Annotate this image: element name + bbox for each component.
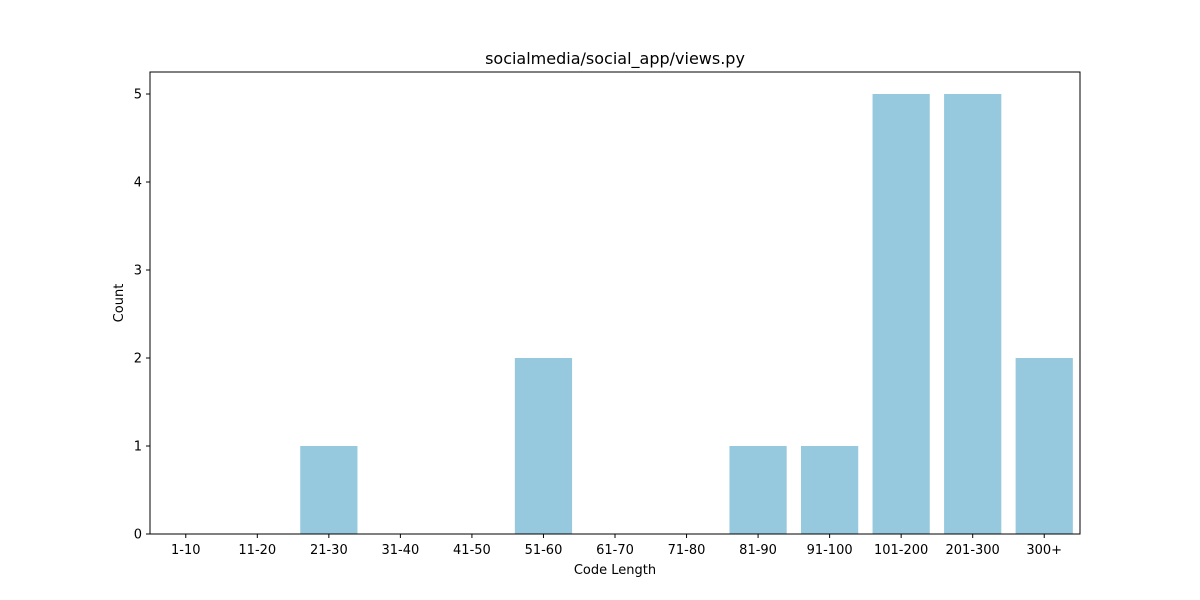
x-tick-label: 61-70 — [596, 543, 634, 558]
x-tick-label: 21-30 — [310, 543, 348, 558]
y-axis-label: Count — [112, 284, 127, 323]
x-tick-label: 11-20 — [238, 543, 276, 558]
x-axis: 1-10 11-20 21-30 31-40 41-50 51-60 61-70 71-80 8… — [171, 534, 1062, 558]
x-tick-label: 51-60 — [525, 543, 563, 558]
y-tick-label: 0 — [134, 528, 142, 543]
x-tick-label: 31-40 — [381, 543, 419, 558]
x-tick-label: 81-90 — [739, 543, 777, 558]
x-tick-label: 101-200 — [874, 543, 928, 558]
bar-201-300 — [944, 94, 1002, 534]
y-tick-label: 4 — [134, 176, 142, 191]
x-tick-label: 300+ — [1026, 543, 1062, 558]
bar-51-60 — [514, 358, 573, 534]
x-tick-label: 71-80 — [668, 543, 706, 558]
bar-91-100 — [801, 446, 859, 534]
chart-title: socialmedia/social_app/views.py — [485, 49, 745, 69]
y-tick-label: 5 — [134, 88, 142, 103]
y-axis: 0 1 2 3 4 5 — [134, 88, 150, 543]
x-tick-label: 41-50 — [453, 543, 491, 558]
y-tick-label: 2 — [134, 352, 142, 367]
bar-21-30 — [300, 446, 358, 534]
y-tick-label: 3 — [134, 264, 142, 279]
x-tick-label: 201-300 — [946, 543, 1000, 558]
x-tick-label: 91-100 — [807, 543, 853, 558]
bar-300+ — [1015, 358, 1073, 534]
y-tick-label: 1 — [134, 440, 142, 455]
x-axis-label: Code Length — [574, 563, 656, 578]
bar-101-200 — [872, 94, 930, 534]
plot-frame — [149, 71, 1081, 535]
bars-layer — [300, 94, 1073, 534]
x-tick-label: 1-10 — [171, 543, 201, 558]
bar-81-90 — [729, 446, 787, 534]
